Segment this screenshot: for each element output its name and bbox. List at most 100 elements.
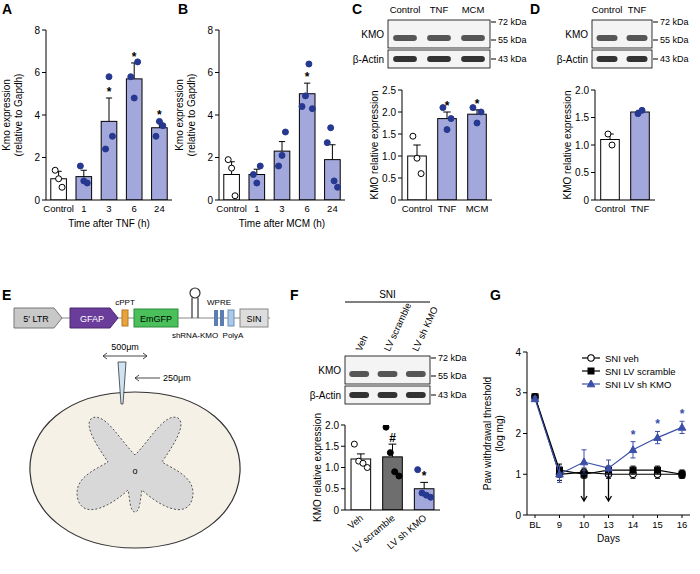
bar: [438, 119, 457, 200]
x-tick-label: 1: [81, 203, 86, 214]
arrow: [581, 473, 587, 501]
x-tick-label: Control: [216, 203, 247, 214]
element-gfp: [134, 309, 178, 327]
significance: *: [422, 469, 427, 483]
lane-label: LV sh KMO: [410, 305, 440, 353]
significance: *: [631, 428, 636, 442]
error-bar: [106, 98, 112, 121]
y-tick-label: 1.0: [325, 462, 339, 473]
size-marker: [491, 40, 496, 41]
data-point: [335, 184, 341, 190]
construct-label: shRNA-KMO: [172, 331, 218, 340]
bar: [126, 79, 142, 200]
size-label: 55 kDa: [438, 371, 467, 381]
data-point: [106, 74, 112, 80]
band-label: β-Actin: [353, 54, 384, 65]
y-tick-label: 0: [583, 195, 589, 206]
size-label: 43 kDa: [498, 54, 527, 64]
significance: *: [445, 99, 450, 113]
y-tick-label: 6: [207, 67, 213, 78]
bar: [274, 151, 290, 200]
blot-band: [349, 371, 369, 377]
hairpin-stem: [192, 298, 198, 318]
size-marker: [491, 59, 496, 60]
error-bar: [81, 170, 87, 176]
y-tick-label: 0: [207, 195, 213, 206]
y-tick: [398, 200, 402, 201]
error-bar: [680, 470, 685, 478]
element-sin: [240, 309, 268, 327]
y-axis-title: Kmo expression: [174, 79, 185, 151]
data-point: [84, 180, 90, 186]
band-label: β-Actin: [557, 54, 588, 65]
data-point: [448, 116, 454, 122]
y-tick-label: 0: [34, 195, 40, 206]
central-canal: o: [132, 466, 137, 476]
data-point: [309, 106, 315, 112]
data-point: [279, 152, 285, 158]
blot-band: [597, 56, 618, 62]
data-point: [299, 104, 305, 110]
construct-label: EmGFP: [140, 314, 172, 324]
lane-label: LV scramble: [381, 301, 413, 353]
blot-band: [427, 56, 451, 62]
bar: [383, 457, 403, 510]
y-tick-label: 1.5: [575, 112, 589, 123]
data-point: [639, 107, 645, 113]
x-tick-label: 13: [603, 519, 614, 530]
blot-band: [349, 392, 369, 398]
significance: *: [132, 50, 137, 64]
y-tick-label: 2.5: [382, 85, 396, 96]
x-axis: [219, 200, 345, 201]
x-tick: [608, 515, 609, 518]
x-tick-label: 3: [106, 203, 111, 214]
y-tick-label: 0: [390, 195, 396, 206]
size-marker: [431, 376, 436, 377]
y-tick: [42, 115, 46, 116]
x-tick-label: BL: [529, 519, 541, 530]
y-axis-title: (relative to Gapdh): [186, 74, 197, 157]
y-axis-title: (relative to Gapdh): [13, 74, 24, 157]
size-marker: [653, 40, 658, 41]
blot-band: [378, 371, 398, 377]
blot-band: [406, 371, 426, 377]
blot-band: [461, 35, 485, 41]
x-tick-label: 15: [652, 519, 663, 530]
y-tick: [398, 134, 402, 135]
significance: #: [389, 431, 396, 445]
x-tick-label: 24: [154, 203, 165, 214]
data-point: [531, 395, 539, 402]
data-point: [276, 163, 282, 169]
x-tick-label: MCM: [466, 203, 489, 214]
figure: ***02468Kmo expression(relative to Gapdh…: [0, 0, 700, 574]
y-tick-label: 3: [515, 387, 521, 398]
data-point: [580, 458, 588, 465]
y-tick-label: 0.5: [575, 167, 589, 178]
y-tick-label: 2.0: [325, 420, 339, 431]
blot-frame: [388, 20, 490, 48]
error-bar: [631, 466, 636, 474]
error-bar: [304, 83, 310, 94]
blot-band: [627, 35, 648, 41]
y-tick: [215, 72, 219, 73]
size-label: 43 kDa: [438, 390, 467, 400]
y-tick: [523, 352, 527, 353]
data-point: [351, 441, 357, 447]
data-point: [77, 163, 83, 169]
blot-band: [406, 392, 426, 398]
size-label: 72 kDa: [498, 17, 527, 27]
dimension-label: 500μm: [111, 342, 139, 352]
bar: [224, 175, 240, 201]
bar: [325, 160, 341, 200]
data-point: [387, 450, 393, 456]
plot-area: [51, 59, 167, 200]
size-label: 55 kDa: [660, 35, 689, 45]
y-tick: [523, 474, 527, 475]
y-tick-label: 2: [515, 428, 521, 439]
size-label: 55 kDa: [498, 35, 527, 45]
hairpin-loop: [190, 288, 200, 298]
y-tick-label: 0.5: [382, 173, 396, 184]
data-point: [229, 165, 235, 171]
y-tick-label: 0: [333, 505, 339, 516]
data-point: [629, 446, 637, 453]
